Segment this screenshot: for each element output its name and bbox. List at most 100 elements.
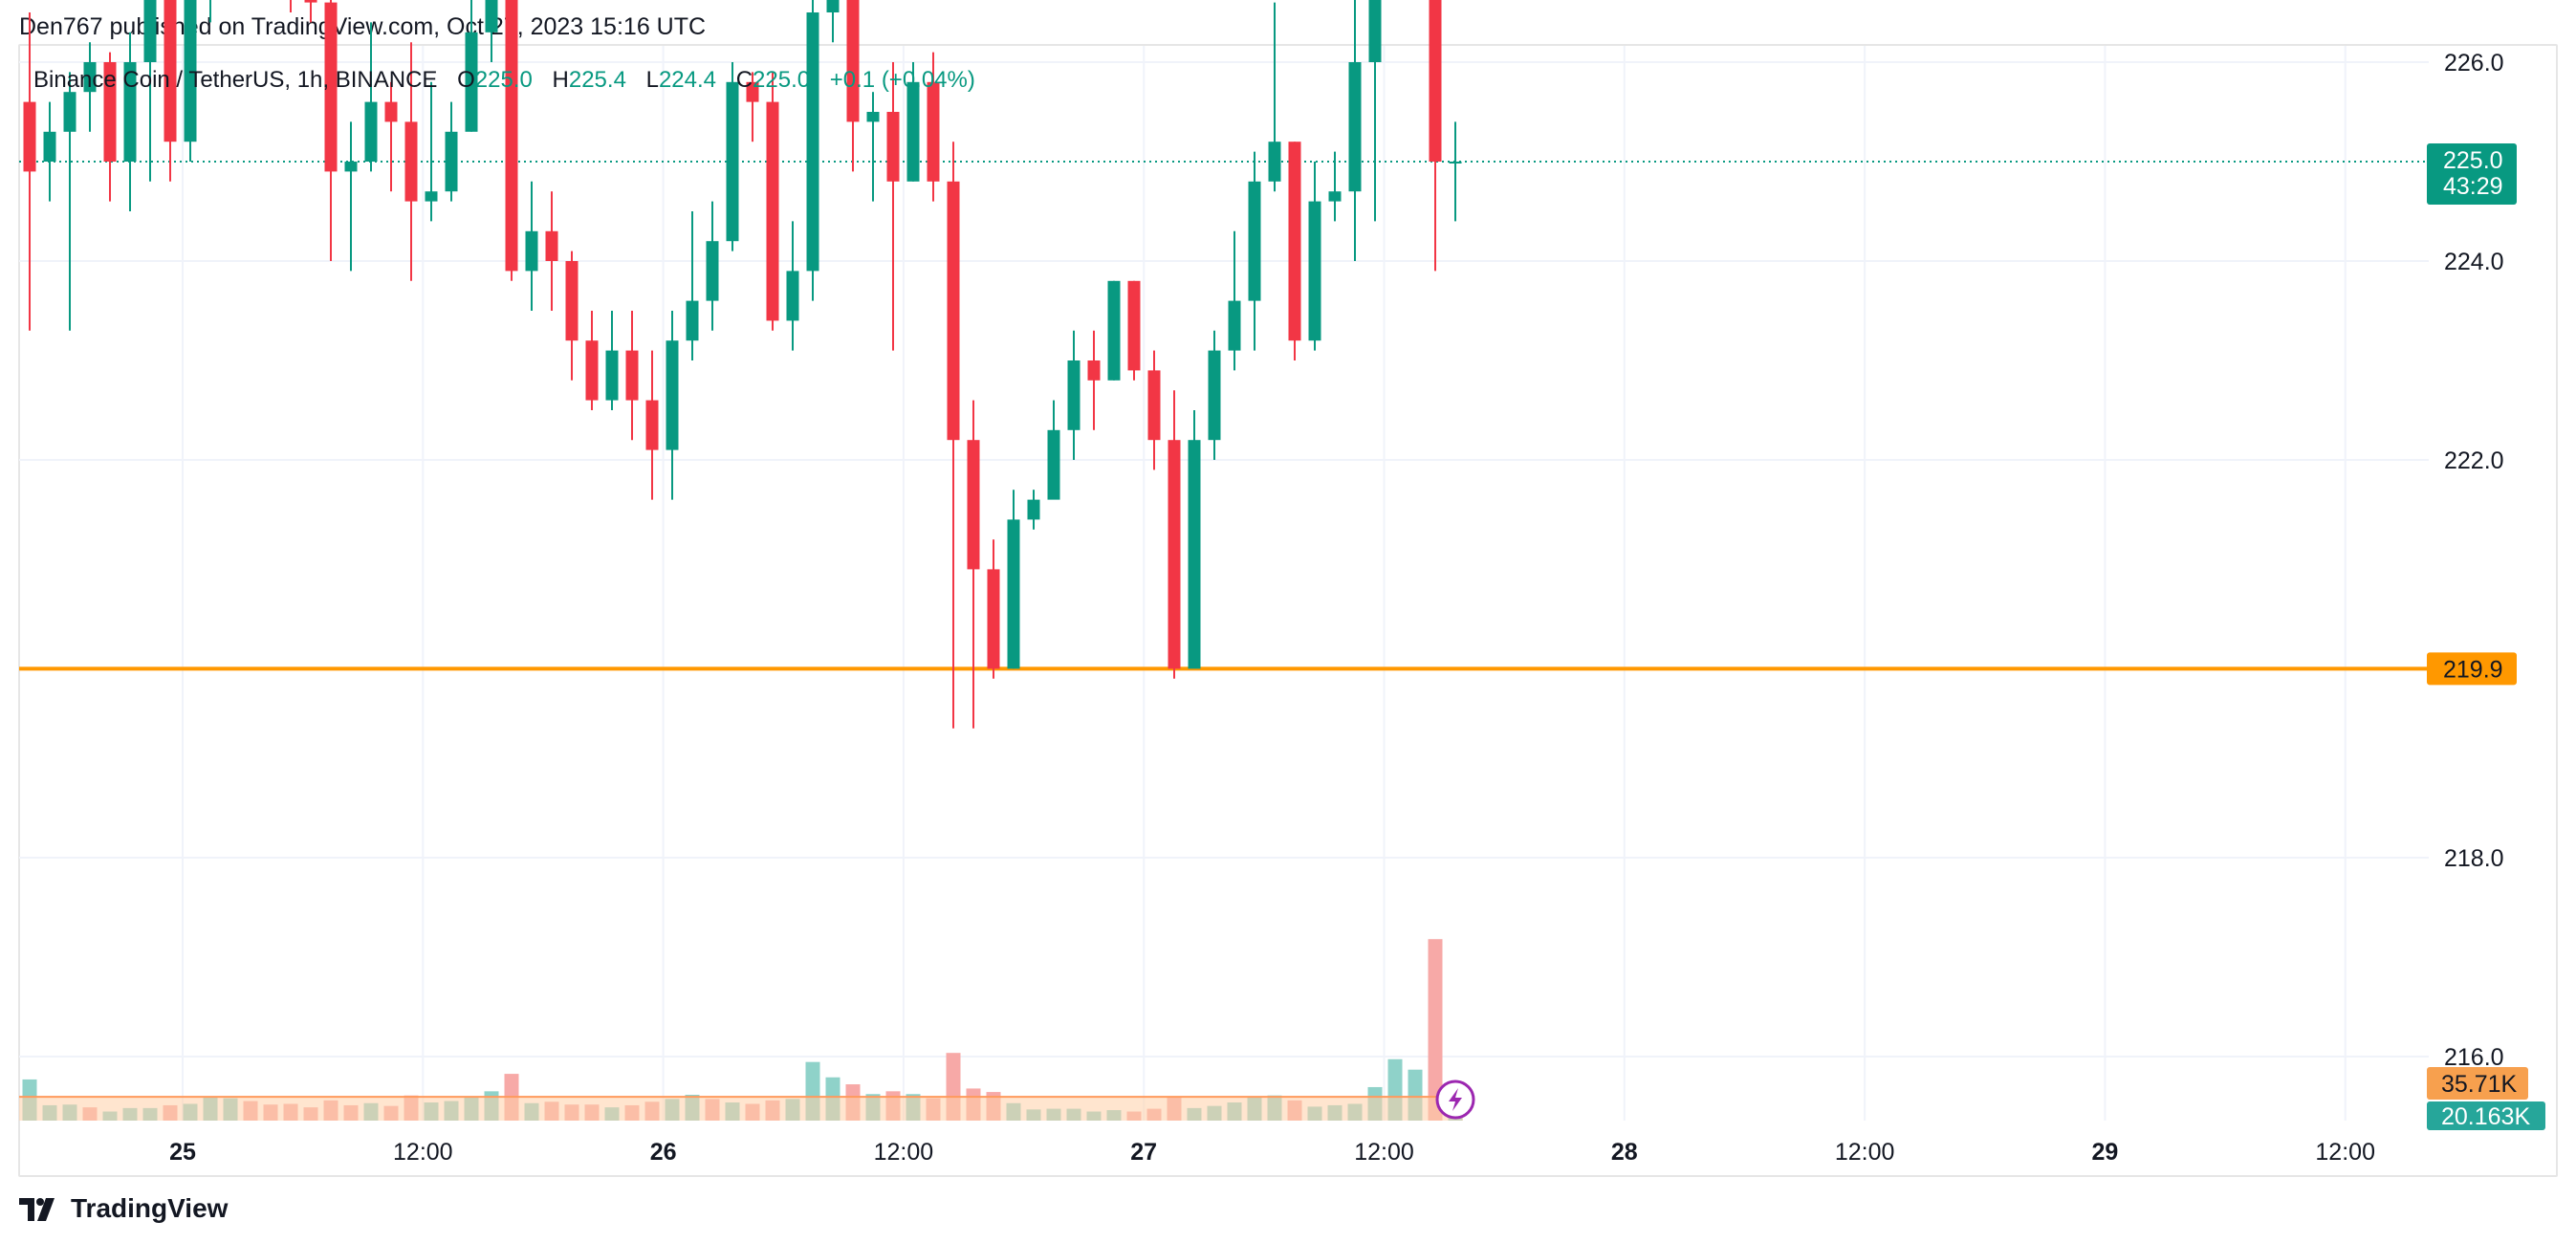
candle: [425, 81, 438, 222]
legend-open-label: O: [457, 67, 475, 93]
candle-body: [123, 62, 137, 162]
candle: [706, 201, 719, 331]
legend-open-value: 225.0: [474, 67, 533, 93]
time-tick-label: 12:00: [2315, 1139, 2375, 1166]
candle-body: [1368, 0, 1382, 62]
candle: [1127, 280, 1141, 381]
candle: [83, 42, 97, 132]
legend-low-value: 224.4: [658, 67, 717, 93]
candle-body: [1449, 162, 1462, 164]
candle: [906, 62, 920, 182]
candle: [666, 311, 679, 500]
level-price-label: 219.9: [2443, 656, 2503, 683]
candle: [505, 0, 518, 281]
candle-body: [63, 92, 76, 132]
volume-ma-area: [19, 1097, 1463, 1121]
candle-body: [143, 0, 157, 62]
markers: [1435, 1079, 1475, 1120]
candle: [384, 81, 398, 192]
candle-body: [1308, 201, 1321, 341]
volume-last-label: 20.163K: [2441, 1103, 2530, 1130]
candle: [209, 0, 211, 23]
candle: [927, 52, 940, 202]
candle: [1188, 410, 1201, 669]
candle: [445, 101, 458, 202]
candle-body: [947, 181, 960, 441]
candle-body: [1429, 0, 1442, 162]
candles: [23, 0, 1462, 729]
candle-body: [1348, 62, 1362, 192]
candle-body: [967, 440, 980, 570]
candle: [786, 221, 799, 351]
price-tick-label: 216.0: [2444, 1044, 2504, 1071]
candle-body: [184, 0, 197, 142]
candle-body: [927, 81, 940, 182]
candle-body: [565, 261, 579, 341]
tradingview-logo-icon: [19, 1195, 61, 1222]
grid: [19, 46, 2429, 1121]
volume-last-tag: [2427, 1101, 2545, 1130]
candle: [1168, 390, 1181, 679]
candle-body: [1067, 360, 1081, 430]
last-price-label: 225.0: [2443, 147, 2503, 174]
lightning-icon[interactable]: [1435, 1079, 1475, 1120]
time-tick-label: 26: [650, 1139, 677, 1166]
level-price-tag: [2427, 652, 2517, 686]
candle-body: [304, 0, 317, 3]
candle-body: [1127, 280, 1141, 371]
candle: [686, 211, 699, 360]
candle-body: [826, 0, 840, 12]
candle: [967, 400, 980, 729]
candle-body: [886, 112, 900, 182]
candle-body: [1248, 181, 1261, 301]
candle-body: [1168, 440, 1181, 669]
lightning-icon-bolt: [1449, 1088, 1462, 1111]
tradingview-footer[interactable]: TradingView: [19, 1193, 228, 1224]
candle-body: [1147, 370, 1161, 441]
time-tick-label: 29: [2091, 1139, 2118, 1166]
candle-body: [1107, 280, 1121, 381]
symbol-legend: Binance Coin / TetherUS, 1h, BINANCE O22…: [33, 67, 989, 94]
candle: [806, 0, 819, 301]
candle-body: [545, 230, 558, 261]
candle: [886, 62, 900, 351]
candle-body: [1288, 142, 1301, 341]
legend-low-label: L: [645, 67, 659, 93]
candle: [605, 311, 619, 410]
candle-body: [23, 101, 36, 172]
price-axis: 216.0218.0222.0224.0226.0228.0230.0232.0…: [2427, 50, 2545, 1130]
candle-body: [344, 162, 358, 172]
candle-body: [505, 0, 518, 272]
legend-symbol: Binance Coin / TetherUS, 1h, BINANCE: [33, 67, 438, 93]
time-tick-label: 12:00: [393, 1139, 453, 1166]
candle: [766, 72, 779, 331]
candle: [1248, 151, 1261, 351]
candle-body: [605, 350, 619, 401]
candle: [1147, 350, 1161, 470]
price-tick-label: 218.0: [2444, 845, 2504, 872]
candle-body: [1047, 429, 1060, 500]
candle-body: [364, 101, 378, 162]
candle: [63, 72, 76, 331]
candle: [525, 181, 538, 311]
legend-change: +0.1 (+0.04%): [829, 67, 975, 93]
publisher-header: Den767 published on TradingView.com, Oct…: [19, 13, 707, 40]
time-tick-label: 12:00: [1835, 1139, 1895, 1166]
candle: [826, 0, 840, 43]
last-price-tag: [2427, 143, 2517, 205]
candle-body: [465, 32, 478, 132]
candle-body: [1328, 191, 1342, 202]
candle-body: [485, 0, 498, 33]
time-tick-label: 25: [169, 1139, 196, 1166]
candle: [1328, 151, 1342, 222]
candle-body: [987, 569, 1000, 669]
candle: [1368, 0, 1382, 222]
candle-body: [906, 81, 920, 182]
candle: [1027, 490, 1040, 530]
candle-body: [1087, 360, 1101, 381]
candle: [565, 251, 579, 381]
candle-body: [786, 271, 799, 321]
time-axis: 25 12:00 26 12:00 27 12:00 28 12:00 29 12:00: [169, 1139, 2375, 1166]
candle-body: [625, 350, 639, 401]
